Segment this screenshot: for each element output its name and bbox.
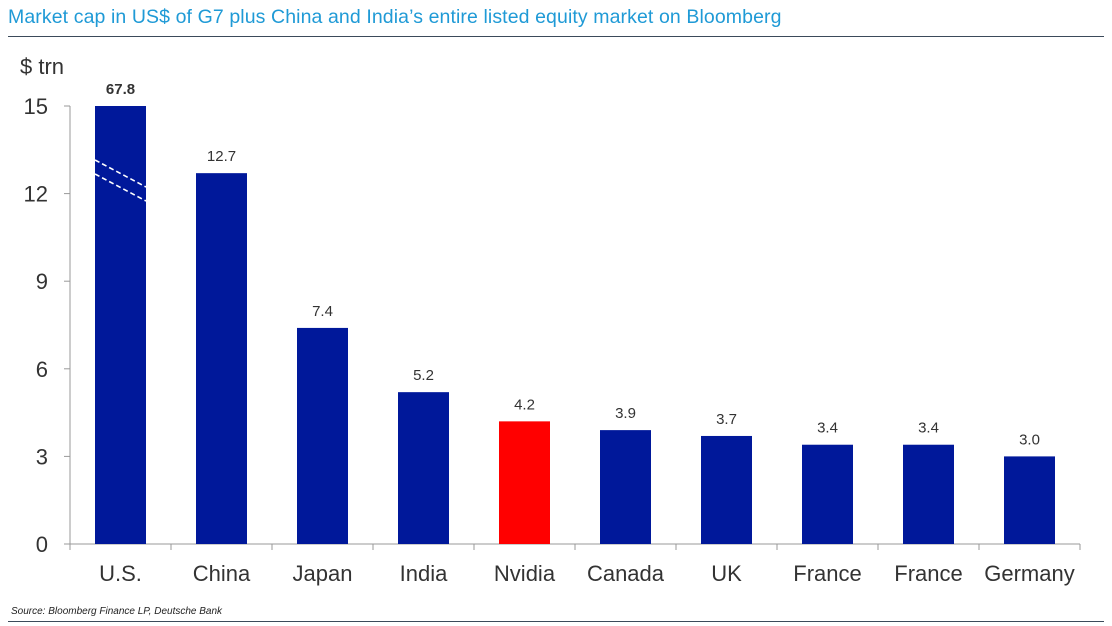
value-label: 5.2 <box>413 367 434 384</box>
category-label: Nvidia <box>494 561 556 586</box>
category-label: France <box>793 561 861 586</box>
bar-japan <box>297 327 348 544</box>
value-label: 3.4 <box>918 420 939 437</box>
bar-france <box>802 444 853 544</box>
bar-france <box>903 444 954 544</box>
value-label: 3.0 <box>1019 431 1040 448</box>
axis-break-mark <box>94 173 147 202</box>
axis-break-mark <box>94 159 147 188</box>
bar-u-s <box>95 106 146 544</box>
category-label: Canada <box>587 561 665 586</box>
bar-nvidia <box>499 421 550 544</box>
y-unit-label: $ trn <box>20 54 64 79</box>
bar-china <box>196 173 247 544</box>
value-label: 12.7 <box>207 148 236 165</box>
category-label: China <box>193 561 251 586</box>
value-label: 4.2 <box>514 396 535 413</box>
footer-divider <box>8 621 1104 622</box>
bar-germany <box>1004 456 1055 544</box>
category-label: U.S. <box>99 561 142 586</box>
y-tick-label: 12 <box>24 182 48 207</box>
y-tick-label: 9 <box>36 269 48 294</box>
y-tick-label: 6 <box>36 357 48 382</box>
source-note: Source: Bloomberg Finance LP, Deutsche B… <box>11 606 223 617</box>
value-label: 3.9 <box>615 405 636 422</box>
bar-india <box>398 392 449 544</box>
value-label: 3.4 <box>817 420 838 437</box>
chart-title: Market cap in US$ of G7 plus China and I… <box>8 6 782 28</box>
bar-uk <box>701 435 752 544</box>
value-label: 7.4 <box>312 303 333 320</box>
category-label: Germany <box>984 561 1074 586</box>
category-label: Japan <box>293 561 353 586</box>
bar-canada <box>600 430 651 544</box>
value-label: 67.8 <box>106 81 135 98</box>
title-divider <box>8 36 1104 37</box>
y-tick-label: 3 <box>36 444 48 469</box>
category-label: UK <box>711 561 742 586</box>
category-label: France <box>894 561 962 586</box>
y-tick-label: 15 <box>24 94 48 119</box>
y-tick-label: 0 <box>36 532 48 557</box>
category-label: India <box>400 561 448 586</box>
value-label: 3.7 <box>716 411 737 428</box>
